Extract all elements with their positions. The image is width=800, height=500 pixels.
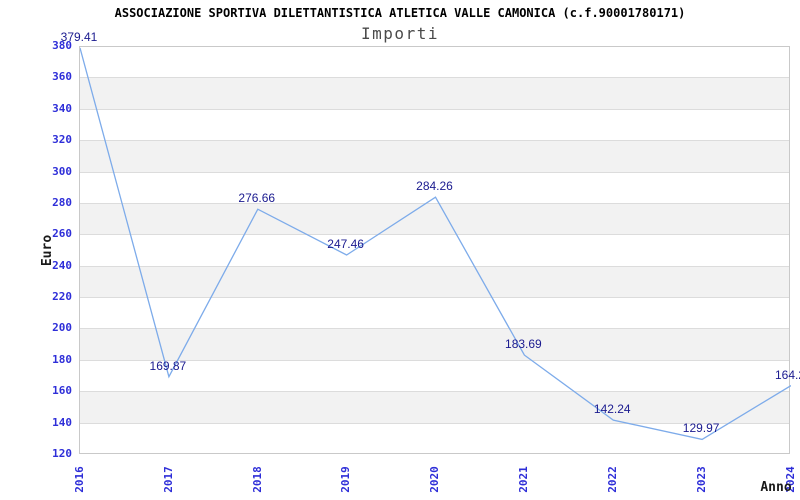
series-polyline — [80, 47, 791, 441]
grid-band — [80, 266, 789, 299]
y-tick-label: 220 — [52, 290, 72, 304]
y-tick-label: 180 — [52, 352, 72, 366]
gridline — [80, 328, 789, 330]
grid-band — [80, 392, 789, 424]
y-tick-label: 260 — [52, 227, 72, 241]
y-tick-label: 300 — [52, 164, 72, 178]
y-tick-label: 240 — [52, 258, 72, 272]
gridline — [80, 359, 789, 361]
y-tick-label: 280 — [52, 195, 72, 209]
x-axis-title-text: Anno — [760, 480, 792, 495]
gridline — [80, 202, 789, 204]
chart-title: ASSOCIAZIONE SPORTIVA DILETTANTISTICA AT… — [114, 6, 686, 20]
grid-band — [80, 78, 789, 110]
point-value-label: 284.26 — [416, 179, 453, 194]
point-value-label: 129.97 — [682, 421, 720, 436]
y-tick-label: 200 — [52, 321, 72, 335]
y-tick-label: 380 — [52, 39, 72, 52]
x-tick-label: 2021 — [502, 457, 544, 500]
x-tick-label: 2023 — [680, 457, 722, 500]
gridline — [80, 422, 789, 424]
gridline — [80, 171, 789, 173]
x-tick-label-text: 2017 — [161, 465, 175, 493]
point-value-label: 169.87 — [149, 358, 187, 373]
y-tick-label: 140 — [52, 415, 72, 429]
x-tick-label: 2016 — [58, 457, 100, 500]
y-tick-label: 360 — [52, 70, 72, 84]
gridline — [80, 391, 789, 393]
x-tick-label: 2020 — [414, 457, 456, 500]
gridline — [80, 297, 789, 299]
gridline — [80, 140, 789, 142]
line-series — [80, 47, 791, 441]
x-tick-label: 2018 — [236, 457, 278, 500]
y-tick-label: 120 — [52, 447, 72, 460]
grid-band — [80, 203, 789, 236]
gridline — [80, 234, 789, 236]
point-value-label: 379.41 — [60, 29, 98, 44]
x-tick-label: 2019 — [325, 457, 367, 500]
point-value-label: 247.46 — [327, 236, 364, 251]
point-value-label: 276.66 — [238, 191, 276, 206]
x-tick-label-text: 2020 — [428, 465, 441, 493]
plot-area — [79, 46, 791, 454]
x-tick-label-text: 2019 — [339, 465, 353, 493]
x-tick-label: 2017 — [147, 457, 189, 500]
point-value-label: 164.2 — [774, 367, 800, 382]
gridline — [80, 108, 789, 110]
x-tick-label-text: 2022 — [605, 465, 619, 493]
gridline — [80, 77, 789, 79]
grid-band — [80, 141, 789, 173]
y-tick-label: 340 — [52, 101, 72, 115]
y-tick-label: 320 — [52, 133, 72, 147]
grid-band — [80, 329, 789, 361]
point-value-label: 142.24 — [593, 402, 631, 417]
x-tick-label: 2022 — [591, 457, 633, 500]
gridline — [80, 265, 789, 267]
x-tick-label-text: 2018 — [250, 465, 264, 493]
x-tick-label-text: 2021 — [516, 465, 530, 493]
x-axis-title: Anno — [753, 480, 799, 495]
chart-subtitle: Importi — [361, 24, 439, 43]
y-tick-label: 160 — [52, 384, 72, 398]
x-tick-label-text: 2023 — [694, 465, 708, 493]
point-value-label: 183.69 — [505, 337, 542, 352]
x-tick-label-text: 2016 — [72, 465, 86, 493]
